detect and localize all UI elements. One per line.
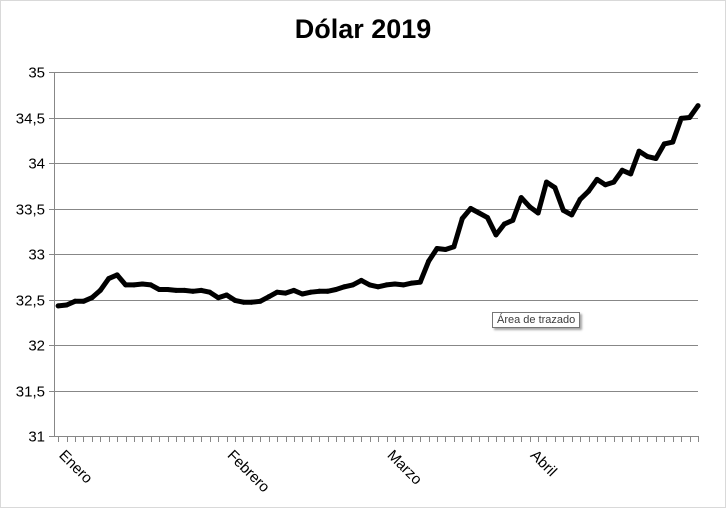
data-point [367,282,373,288]
y-tick-label: 32 [28,338,45,355]
data-point [417,279,423,285]
data-point [325,288,331,294]
data-point [81,298,86,304]
data-point [182,287,187,293]
data-point [611,179,617,185]
data-point [308,289,314,295]
data-point [518,195,524,201]
y-tick-label: 32,5 [16,293,45,310]
data-point [283,290,288,296]
data-point [341,284,347,290]
y-tick-label: 34 [28,156,45,173]
data-point [527,204,533,210]
data-point [443,247,448,252]
data-point [316,288,322,294]
data-point [165,287,171,292]
y-tick-label: 34,5 [16,111,45,128]
data-point [131,282,137,288]
data-point [552,185,558,191]
data-point [695,103,701,109]
data-point [232,297,238,303]
data-point [291,287,297,293]
data-point [619,167,625,173]
data-point [670,139,676,145]
data-point [257,298,263,304]
chart-title: Dólar 2019 [294,14,432,44]
data-point [493,232,499,238]
data-point [274,289,280,295]
data-point [560,207,566,213]
data-point [64,302,70,308]
data-point [468,206,474,211]
data-point [687,115,693,120]
data-point [645,154,650,160]
y-tick-label: 33,5 [16,202,45,219]
x-month-label: Febrero [224,447,273,496]
data-point [114,272,120,278]
data-point [224,292,230,298]
data-point [156,287,162,292]
data-point [577,196,583,202]
x-month-label: Marzo [384,447,425,488]
data-point [636,148,642,154]
data-point [358,277,364,283]
data-point [434,246,440,251]
data-point [501,221,507,227]
data-point [207,289,213,295]
data-point [544,179,549,185]
data-point [678,115,684,121]
data-point [333,287,339,292]
data-point [510,217,516,223]
data-point [392,281,398,287]
data-point [350,282,356,288]
y-tick-label: 35 [28,65,45,82]
data-point [628,171,634,177]
data-point [89,295,95,301]
data-point [384,282,389,288]
data-point [375,284,381,290]
data-point [569,212,575,218]
plot-area-tooltip: Área de trazado [492,312,581,328]
data-point [123,282,129,288]
grid-layer [49,72,698,437]
data-point [535,210,541,216]
x-month-label: Abril [527,447,560,480]
data-point [72,298,78,304]
data-point [409,280,415,286]
data-point [240,299,246,305]
data-point [198,287,204,293]
x-month-label: Enero [55,447,95,487]
data-point [653,156,659,161]
y-tick-label: 33 [28,247,45,264]
label-layer: 31 31,5 32 32,5 33 33,5 34 34,5 35 Enero Febrero Ma… [16,65,560,496]
data-point [459,216,465,221]
data-point [299,291,305,297]
data-point [426,258,432,264]
data-point [602,182,608,188]
data-point [400,282,406,288]
series-layer [55,103,701,309]
data-point [594,176,600,182]
data-point [476,210,482,216]
data-point [106,276,112,282]
y-tick-label: 31,5 [16,384,45,401]
data-point [661,141,667,147]
dolar-series-line [55,103,701,309]
data-point [586,188,592,194]
y-tick-label: 31 [28,429,45,446]
data-point [249,299,255,305]
data-point [451,244,457,250]
data-point [55,303,61,309]
data-point [266,294,272,300]
data-point [485,215,490,221]
axis-layer [54,72,699,442]
data-point [97,287,103,293]
data-point [173,287,179,293]
data-point [190,288,196,294]
data-point [215,295,221,301]
data-point [139,281,145,287]
data-point [148,282,154,288]
